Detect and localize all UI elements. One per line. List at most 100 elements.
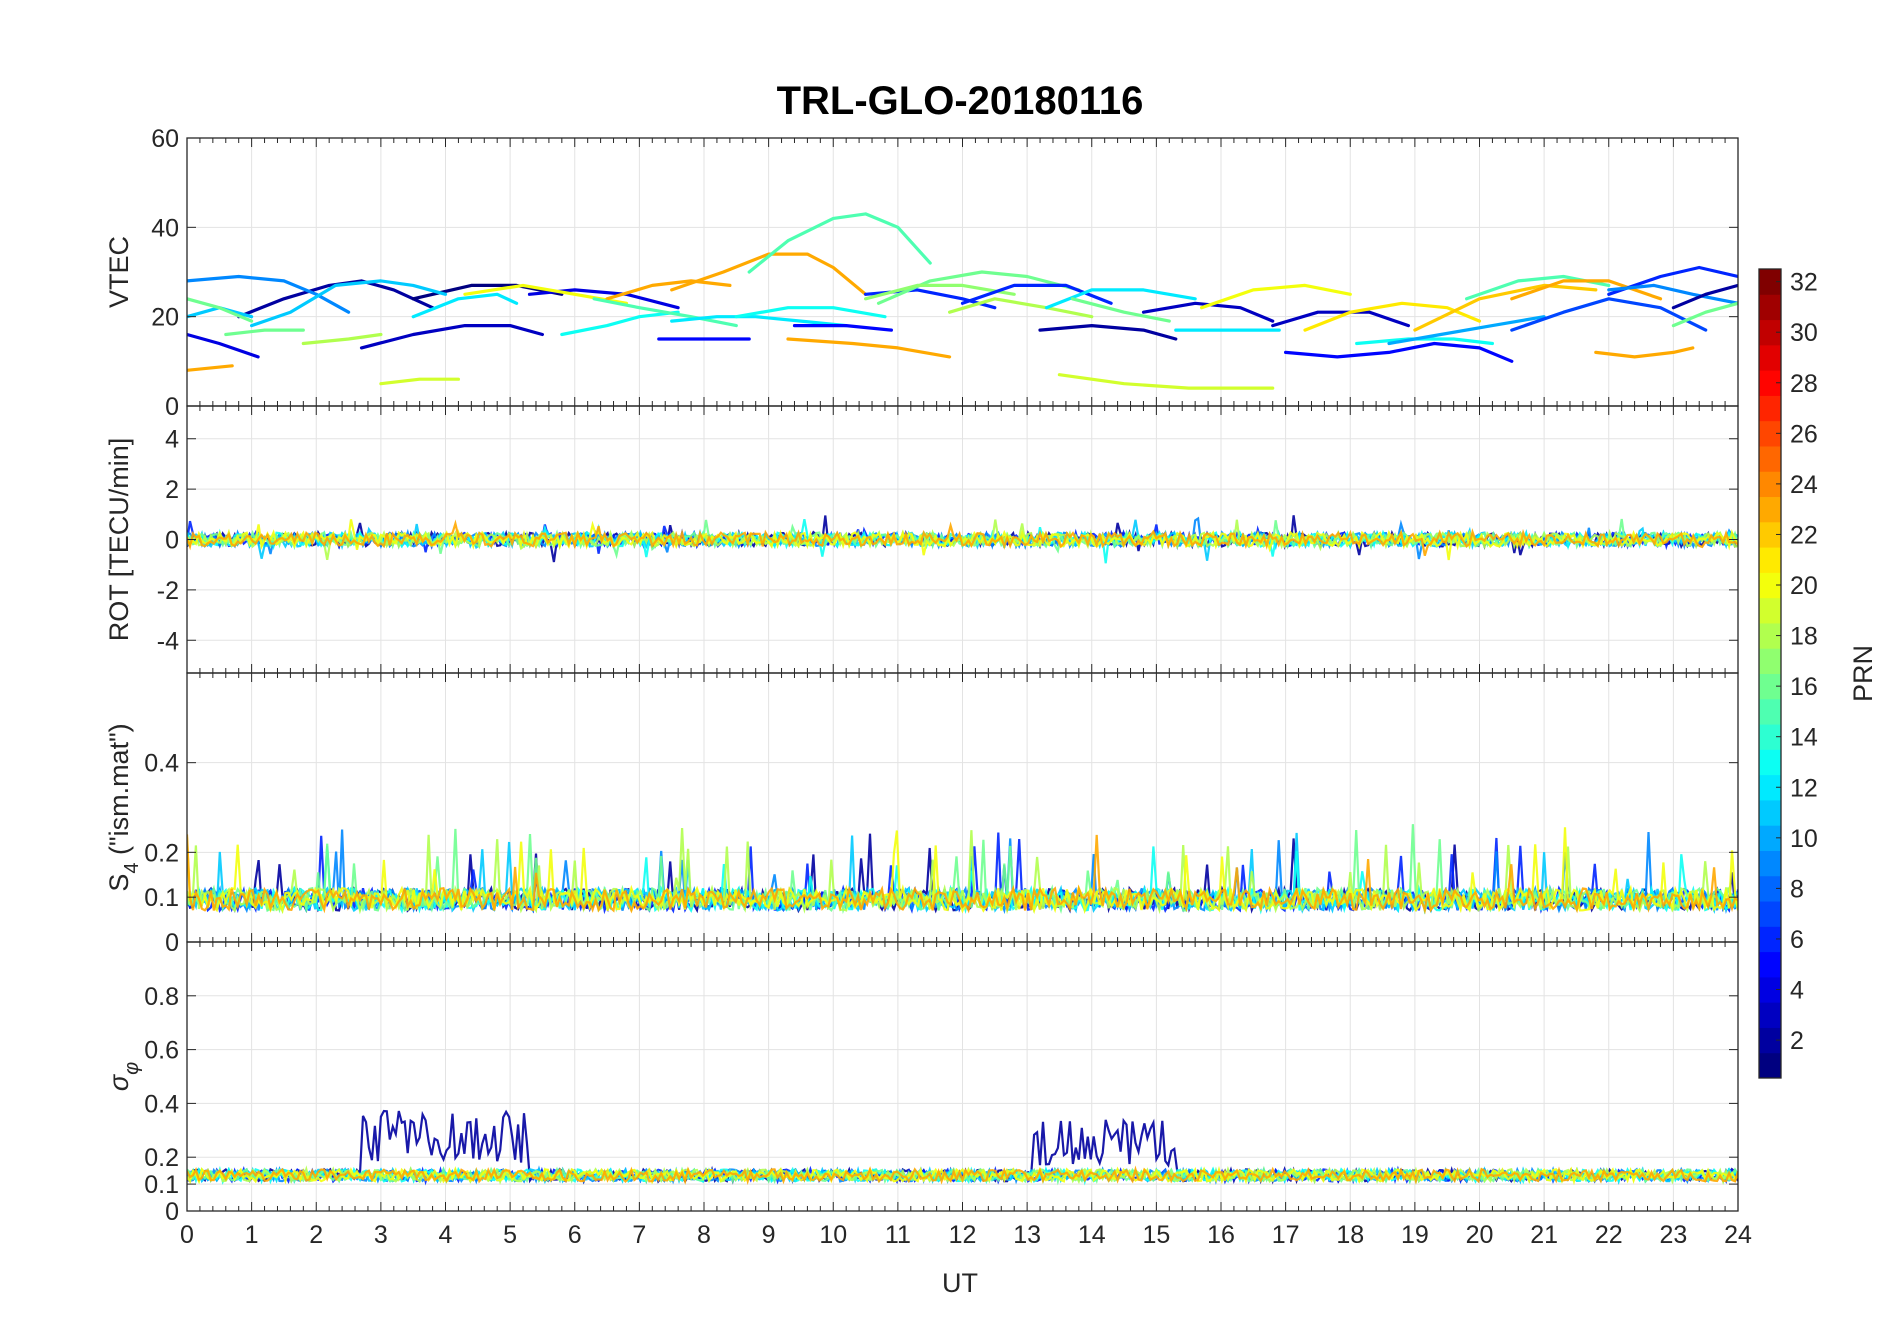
y-tick-label: 0 bbox=[165, 1198, 179, 1226]
x-tick-label: 6 bbox=[568, 1221, 582, 1249]
vtec-series-line bbox=[1671, 301, 1738, 328]
colorbar-segment bbox=[1759, 294, 1781, 321]
x-tick-label: 8 bbox=[697, 1221, 711, 1249]
y-axis-label: σφ bbox=[104, 1062, 143, 1091]
colorbar-tick-label: 12 bbox=[1790, 774, 1818, 802]
panel-s4: 00.10.20.4S4 ("ism.mat") bbox=[104, 672, 1739, 957]
colorbar-segment bbox=[1759, 344, 1781, 371]
y-tick-label: 40 bbox=[151, 214, 179, 242]
y-label-main: σ bbox=[104, 1073, 134, 1091]
colorbar-label: PRN bbox=[1848, 645, 1878, 702]
x-tick-label: 1 bbox=[245, 1221, 259, 1249]
colorbar-segment bbox=[1759, 673, 1781, 700]
colorbar-segment bbox=[1759, 547, 1781, 573]
y-label-sub: 4 bbox=[121, 863, 143, 874]
colorbar-segment bbox=[1759, 496, 1781, 523]
colorbar-tick-label: 28 bbox=[1790, 370, 1818, 398]
y-tick-label: 0.8 bbox=[144, 983, 179, 1011]
vtec-series-line bbox=[786, 337, 952, 359]
vtec-series-line bbox=[301, 332, 383, 346]
vtec-series-line bbox=[1413, 283, 1598, 332]
y-axis-label: VTEC bbox=[104, 236, 134, 308]
colorbar-tick-label: 14 bbox=[1790, 724, 1818, 752]
y-tick-label: 0.4 bbox=[144, 1090, 179, 1118]
y-tick-label: 0 bbox=[165, 393, 179, 421]
colorbar-tick-label: 16 bbox=[1790, 673, 1818, 701]
colorbar-segment bbox=[1759, 370, 1781, 396]
colorbar-frame bbox=[1758, 268, 1782, 1079]
data-layer bbox=[187, 212, 1738, 390]
colorbar-segment bbox=[1759, 875, 1781, 902]
x-tick-label: 16 bbox=[1207, 1221, 1235, 1249]
x-tick-label: 24 bbox=[1724, 1221, 1752, 1249]
x-tick-label: 12 bbox=[949, 1221, 977, 1249]
colorbar-segment bbox=[1759, 799, 1781, 826]
vtec-series-line bbox=[1510, 297, 1708, 332]
colorbar-tick-label: 32 bbox=[1790, 269, 1818, 297]
vtec-series-line bbox=[1070, 297, 1171, 323]
colorbar-tick-label: 18 bbox=[1790, 623, 1818, 651]
y-tick-label: 0.1 bbox=[144, 1171, 179, 1199]
colorbar-segment bbox=[1759, 572, 1781, 599]
vtec-series-line bbox=[1510, 279, 1663, 301]
colorbar-tick-label: 2 bbox=[1790, 1027, 1804, 1055]
x-tick-label: 17 bbox=[1272, 1221, 1300, 1249]
vtec-series-line bbox=[1199, 283, 1352, 310]
x-tick-label: 9 bbox=[762, 1221, 776, 1249]
x-tick-label: 5 bbox=[503, 1221, 517, 1249]
x-tick-label: 23 bbox=[1659, 1221, 1687, 1249]
y-tick-label: 2 bbox=[165, 476, 179, 504]
prn-trace-line bbox=[187, 1165, 1738, 1186]
colorbar-tick-label: 24 bbox=[1790, 471, 1818, 499]
vtec-series-line bbox=[187, 364, 234, 372]
vtec-series-line bbox=[1283, 341, 1514, 363]
colorbar-segment bbox=[1759, 319, 1781, 346]
data-layer bbox=[187, 515, 1738, 564]
vtec-series-line bbox=[1594, 346, 1695, 359]
vtec-series-line bbox=[187, 332, 260, 359]
x-tick-label: 22 bbox=[1595, 1221, 1623, 1249]
y-tick-label: 20 bbox=[151, 304, 179, 332]
colorbar-tick-label: 4 bbox=[1790, 977, 1804, 1005]
colorbar-segment bbox=[1759, 901, 1781, 927]
colorbar-tick-label: 22 bbox=[1790, 521, 1818, 549]
vtec-series-line bbox=[1038, 324, 1178, 341]
vtec-series-line bbox=[1044, 288, 1197, 310]
y-tick-label: 0.2 bbox=[144, 1144, 179, 1172]
vtec-series-line bbox=[187, 297, 254, 323]
colorbar-segment bbox=[1759, 648, 1781, 674]
colorbar-segment bbox=[1759, 926, 1781, 953]
colorbar-segment bbox=[1759, 1027, 1781, 1054]
colorbar-segment bbox=[1759, 749, 1781, 776]
x-tick-label: 18 bbox=[1336, 1221, 1364, 1249]
colorbar-segment bbox=[1759, 521, 1781, 548]
vtec-series-line bbox=[359, 324, 545, 350]
vtec-series-line bbox=[960, 283, 1113, 305]
vtec-series-line bbox=[605, 279, 732, 301]
x-tick-label: 0 bbox=[180, 1221, 194, 1249]
x-tick-label: 15 bbox=[1142, 1221, 1170, 1249]
colorbar-segment bbox=[1759, 850, 1781, 877]
x-tick-label: 4 bbox=[439, 1221, 453, 1249]
vtec-series-line bbox=[527, 288, 680, 310]
y-tick-label: 0.1 bbox=[144, 884, 179, 912]
colorbar-segment bbox=[1759, 395, 1781, 422]
panel-rot: -4 -2 0 2 4 ROT [TECU/min] bbox=[104, 405, 1739, 674]
colorbar-segment bbox=[1759, 951, 1781, 978]
y-tick-label: 0 bbox=[165, 929, 179, 957]
vtec-series-line bbox=[876, 270, 1081, 305]
vtec-series-line bbox=[592, 297, 738, 328]
y-label-main: S bbox=[104, 874, 134, 892]
vtec-series-line bbox=[1303, 301, 1482, 332]
y-tick-label: 0.2 bbox=[144, 839, 179, 867]
y-axis-label: ROT [TECU/min] bbox=[104, 438, 134, 642]
colorbar-segment bbox=[1759, 420, 1781, 447]
colorbar-segment bbox=[1759, 976, 1781, 1003]
colorbar-segment bbox=[1759, 269, 1781, 295]
colorbar-tick-label: 26 bbox=[1790, 420, 1818, 448]
x-tick-label: 3 bbox=[374, 1221, 388, 1249]
y-tick-label: 4 bbox=[165, 426, 179, 454]
vtec-series-line bbox=[224, 328, 305, 337]
colorbar-tick-label: 10 bbox=[1790, 825, 1818, 853]
